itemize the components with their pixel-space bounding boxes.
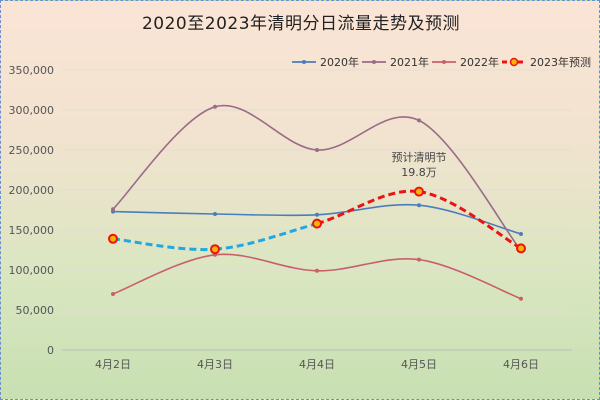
legend-item: 2020年 bbox=[292, 55, 359, 69]
data-point bbox=[417, 203, 421, 208]
y-tick-label: 350,000 bbox=[9, 64, 55, 77]
legend-marker bbox=[302, 60, 306, 64]
y-tick-label: 300,000 bbox=[9, 104, 55, 117]
legend-item: 2021年 bbox=[362, 55, 429, 69]
data-point bbox=[210, 244, 220, 255]
legend-label: 2023年预测 bbox=[530, 55, 591, 69]
chart-title: 2020至2023年清明分日流量走势及预测 bbox=[141, 14, 461, 34]
x-axis-ticks: 4月2日 4月3日 4月4日 4月5日 4月6日 bbox=[95, 358, 539, 371]
series-1 bbox=[111, 203, 523, 236]
series-4 bbox=[108, 186, 526, 255]
data-point bbox=[519, 296, 523, 301]
series-line bbox=[112, 253, 522, 300]
legend-item: 2023年预测 bbox=[502, 55, 591, 69]
data-point bbox=[213, 104, 217, 109]
x-tick-label: 4月4日 bbox=[299, 358, 335, 371]
y-tick-label: 50,000 bbox=[16, 304, 55, 317]
legend-marker bbox=[509, 57, 519, 67]
y-tick-label: 200,000 bbox=[9, 184, 55, 197]
legend-label: 2021年 bbox=[390, 55, 429, 69]
data-point bbox=[312, 218, 322, 229]
annotation-line-2: 19.8万 bbox=[401, 166, 437, 179]
data-point bbox=[315, 212, 319, 217]
x-tick-label: 4月3日 bbox=[197, 358, 233, 371]
data-point bbox=[417, 257, 421, 262]
data-point bbox=[315, 148, 319, 152]
series-3 bbox=[111, 252, 523, 301]
data-point bbox=[111, 207, 115, 212]
y-tick-label: 150,000 bbox=[9, 224, 55, 237]
data-point bbox=[516, 243, 526, 254]
series-line-segment bbox=[214, 222, 318, 251]
annotation: 预计清明节 19.8万 bbox=[392, 151, 447, 179]
legend-marker bbox=[372, 60, 376, 64]
series-lines bbox=[108, 104, 526, 301]
data-point bbox=[315, 268, 319, 273]
series-line bbox=[112, 104, 522, 252]
data-point bbox=[108, 233, 118, 244]
annotation-line-1: 预计清明节 bbox=[392, 151, 447, 164]
legend-marker bbox=[442, 60, 446, 64]
y-tick-label: 0 bbox=[47, 344, 54, 357]
data-point bbox=[519, 232, 523, 236]
data-point bbox=[111, 292, 115, 296]
y-tick-label: 250,000 bbox=[9, 144, 55, 157]
legend: 2020年 2021年 2022年 2023年预测 bbox=[292, 55, 591, 69]
grid-lines bbox=[62, 69, 572, 351]
y-axis-ticks: 0 50,000 100,000 150,000 200,000 250,000 300,0… bbox=[9, 64, 55, 357]
legend-label: 2020年 bbox=[320, 55, 359, 69]
data-point bbox=[417, 118, 421, 123]
series-line-segment bbox=[418, 190, 522, 250]
legend-item: 2022年 bbox=[432, 55, 499, 69]
series-2 bbox=[111, 104, 523, 253]
x-tick-label: 4月5日 bbox=[401, 358, 437, 371]
series-line-segment bbox=[316, 189, 420, 226]
series-line-segment bbox=[112, 237, 216, 252]
data-point bbox=[414, 186, 424, 197]
x-tick-label: 4月6日 bbox=[503, 358, 539, 371]
y-tick-label: 100,000 bbox=[9, 264, 55, 277]
data-point bbox=[213, 212, 217, 216]
x-tick-label: 4月2日 bbox=[95, 358, 131, 371]
legend-label: 2022年 bbox=[460, 55, 499, 69]
